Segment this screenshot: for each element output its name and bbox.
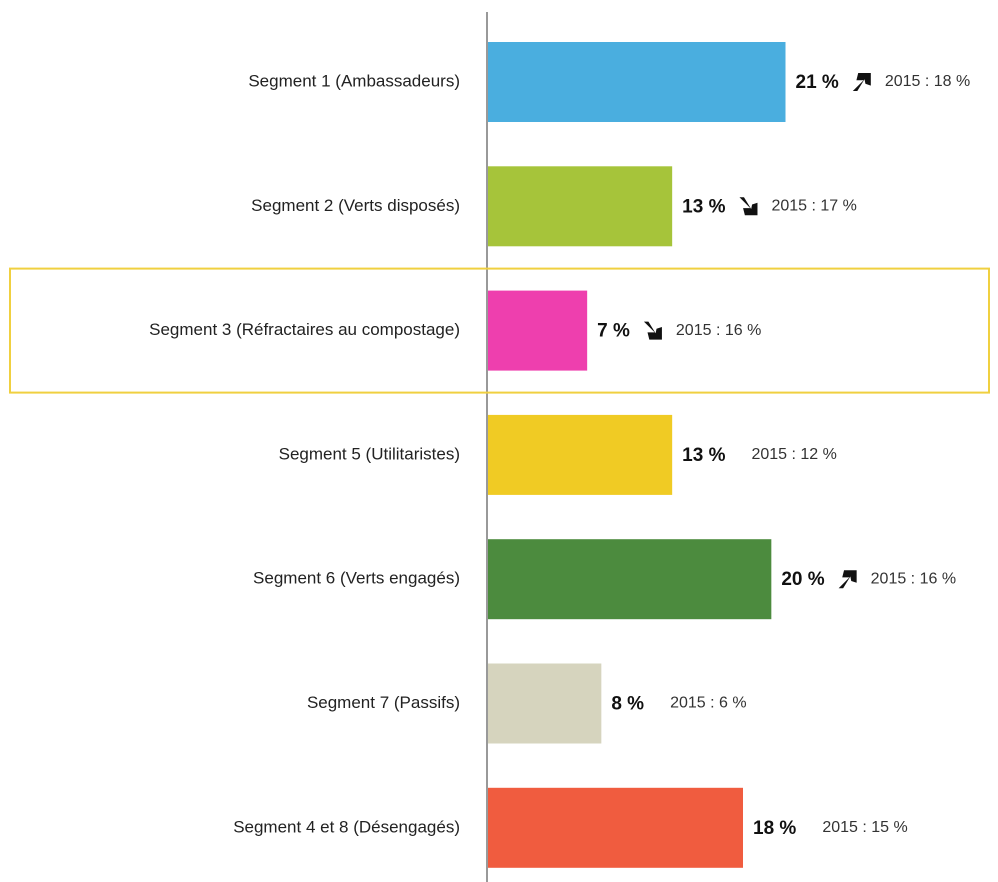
value-label: 13 % bbox=[682, 445, 725, 466]
value-label: 20 % bbox=[781, 569, 824, 590]
category-label: Segment 1 (Ambassadeurs) bbox=[248, 71, 460, 90]
category-label: Segment 2 (Verts disposés) bbox=[251, 196, 460, 215]
category-label: Segment 5 (Utilitaristes) bbox=[279, 444, 460, 463]
trend-arrow bbox=[739, 197, 758, 216]
comparison-label: 2015 : 16 % bbox=[871, 570, 956, 587]
category-label: Segment 6 (Verts engagés) bbox=[253, 569, 460, 588]
comparison-label: 2015 : 17 % bbox=[771, 198, 856, 215]
bar bbox=[488, 663, 602, 744]
comparison-label: 2015 : 18 % bbox=[885, 73, 970, 90]
bar bbox=[488, 290, 588, 371]
bar bbox=[488, 539, 772, 620]
value-label: 18 % bbox=[753, 818, 796, 839]
bar bbox=[488, 414, 673, 495]
category-label: Segment 7 (Passifs) bbox=[307, 693, 460, 712]
comparison-label: 2015 : 15 % bbox=[822, 819, 907, 836]
bar bbox=[488, 42, 786, 122]
category-label: Segment 4 et 8 (Désengagés) bbox=[233, 817, 460, 836]
trend-arrow bbox=[852, 73, 871, 91]
trend-arrow bbox=[838, 570, 857, 589]
value-label: 7 % bbox=[597, 321, 630, 342]
comparison-label: 2015 : 6 % bbox=[670, 695, 747, 712]
comparison-label: 2015 : 12 % bbox=[751, 446, 836, 463]
category-label: Segment 3 (Réfractaires au compostage) bbox=[149, 320, 460, 339]
trend-arrow bbox=[643, 321, 662, 340]
comparison-label: 2015 : 16 % bbox=[676, 322, 761, 339]
bar bbox=[488, 166, 673, 247]
highlight-box bbox=[9, 267, 990, 394]
value-label: 13 % bbox=[682, 196, 725, 217]
bar bbox=[488, 787, 743, 868]
value-label: 8 % bbox=[611, 694, 644, 715]
value-label: 21 % bbox=[796, 72, 839, 93]
